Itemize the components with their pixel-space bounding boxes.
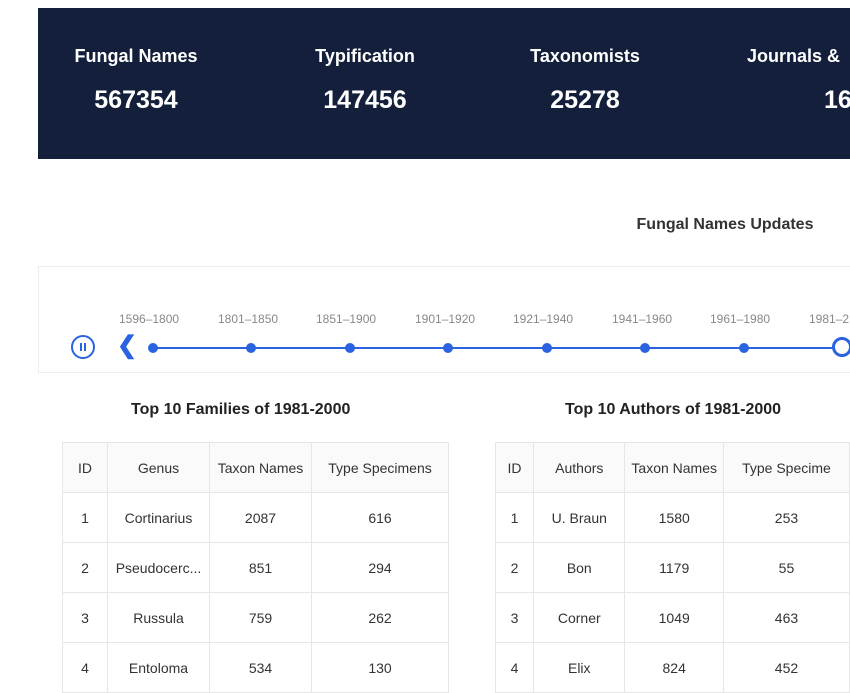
table-row[interactable]: 4 Entoloma 534 130 <box>62 642 449 693</box>
cell-taxon-names: 534 <box>209 642 312 693</box>
cell-author: U. Braun <box>533 492 626 543</box>
timeline: ❮ 1596–1800 1801–1850 1851–1900 1901–192… <box>38 266 850 373</box>
cell-type-specimens: 294 <box>311 542 449 593</box>
cell-type-specimens: 262 <box>311 592 449 643</box>
cell-taxon-names: 2087 <box>209 492 312 543</box>
stat-value: 16 <box>824 86 850 114</box>
table-row[interactable]: 3 Russula 759 262 <box>62 592 449 643</box>
timeline-label[interactable]: 1921–1940 <box>513 312 574 326</box>
genus-name: Entoloma <box>128 660 189 677</box>
stats-banner: Fungal Names 567354 Typification 147456 … <box>38 8 850 159</box>
cell-id: 4 <box>494 642 535 693</box>
timeline-dot[interactable] <box>148 343 158 353</box>
cell-genus: Pseudocerc... <box>107 542 210 593</box>
timeline-label[interactable]: 1801–1850 <box>218 312 279 326</box>
authors-table: ID Authors Taxon Names Type Specime 1 U.… <box>494 442 850 693</box>
cell-taxon-names: 851 <box>209 542 312 593</box>
cell-author: Corner <box>533 592 626 643</box>
authors-table-title: Top 10 Authors of 1981-2000 <box>565 401 782 418</box>
stat-fungal-names: Fungal Names 567354 <box>46 46 226 115</box>
column-header[interactable]: ID <box>62 442 108 493</box>
table-row[interactable]: 3 Corner 1049 463 <box>494 592 850 643</box>
cell-id: 2 <box>494 542 535 593</box>
column-header[interactable]: Taxon Names <box>624 442 724 493</box>
stat-taxonomists: Taxonomists 25278 <box>495 46 675 115</box>
cell-id: 1 <box>62 492 108 543</box>
timeline-label[interactable]: 1961–1980 <box>710 312 771 326</box>
cell-type-specimens: 452 <box>722 642 850 693</box>
cell-author: Bon <box>533 542 626 593</box>
stat-label: Journals & <box>747 46 841 66</box>
column-header[interactable]: Genus <box>107 442 210 493</box>
cell-type-specimens: 616 <box>311 492 449 543</box>
column-header[interactable]: ID <box>494 442 535 493</box>
column-header[interactable]: Type Specimens <box>311 442 449 493</box>
timeline-dot[interactable] <box>345 343 355 353</box>
stat-label: Fungal Names <box>74 46 198 66</box>
genus-name: Cortinarius <box>124 510 193 527</box>
cell-id: 1 <box>494 492 535 543</box>
timeline-label[interactable]: 1851–1900 <box>316 312 377 326</box>
cell-taxon-names: 759 <box>209 592 312 643</box>
timeline-dot[interactable] <box>246 343 256 353</box>
timeline-dot[interactable] <box>542 343 552 353</box>
pause-icon[interactable] <box>71 335 95 359</box>
stat-value: 25278 <box>550 86 620 114</box>
cell-type-specimens: 463 <box>722 592 850 643</box>
families-table: ID Genus Taxon Names Type Specimens 1 Co… <box>62 442 449 693</box>
cell-type-specimens: 130 <box>311 642 449 693</box>
genus-name: Russula <box>133 610 184 627</box>
chevron-left-icon[interactable]: ❮ <box>117 332 138 359</box>
timeline-dot-active[interactable] <box>832 337 850 357</box>
timeline-dot[interactable] <box>739 343 749 353</box>
cell-type-specimens: 253 <box>722 492 850 543</box>
cell-id: 4 <box>62 642 108 693</box>
column-header[interactable]: Taxon Names <box>209 442 312 493</box>
cell-taxon-names: 1580 <box>624 492 724 543</box>
cell-genus: Cortinarius <box>107 492 210 543</box>
stat-label: Taxonomists <box>530 46 640 66</box>
table-row[interactable]: 4 Elix 824 452 <box>494 642 850 693</box>
updates-title: Fungal Names Updates <box>636 216 814 233</box>
table-row[interactable]: 2 Bon 1179 55 <box>494 542 850 593</box>
cell-genus: Russula <box>107 592 210 643</box>
column-header[interactable]: Type Specime <box>722 442 850 493</box>
cell-id: 2 <box>62 542 108 593</box>
table-row[interactable]: 2 Pseudocerc... 851 294 <box>62 542 449 593</box>
timeline-dot[interactable] <box>443 343 453 353</box>
genus-name: Pseudocerc... <box>115 560 202 577</box>
timeline-label[interactable]: 1596–1800 <box>119 312 180 326</box>
column-header[interactable]: Authors <box>533 442 626 493</box>
cell-taxon-names: 1179 <box>624 542 724 593</box>
cell-id: 3 <box>62 592 108 643</box>
cell-taxon-names: 824 <box>624 642 724 693</box>
table-row[interactable]: 1 U. Braun 1580 253 <box>494 492 850 543</box>
cell-genus: Entoloma <box>107 642 210 693</box>
stat-typification: Typification 147456 <box>275 46 455 115</box>
stat-value: 147456 <box>323 86 407 114</box>
timeline-dot[interactable] <box>640 343 650 353</box>
cell-type-specimens: 55 <box>722 542 850 593</box>
table-header-row: ID Authors Taxon Names Type Specime <box>494 442 850 493</box>
timeline-label[interactable]: 1901–1920 <box>415 312 476 326</box>
stat-journals: Journals & 16 <box>738 46 850 115</box>
timeline-label[interactable]: 1981–2 <box>809 312 850 326</box>
cell-taxon-names: 1049 <box>624 592 724 643</box>
timeline-track <box>153 347 850 349</box>
table-row[interactable]: 1 Cortinarius 2087 616 <box>62 492 449 543</box>
families-table-title: Top 10 Families of 1981-2000 <box>131 401 351 418</box>
cell-id: 3 <box>494 592 535 643</box>
table-header-row: ID Genus Taxon Names Type Specimens <box>62 442 449 493</box>
stat-value: 567354 <box>94 86 178 114</box>
stat-label: Typification <box>315 46 415 66</box>
cell-author: Elix <box>533 642 626 693</box>
timeline-label[interactable]: 1941–1960 <box>612 312 673 326</box>
